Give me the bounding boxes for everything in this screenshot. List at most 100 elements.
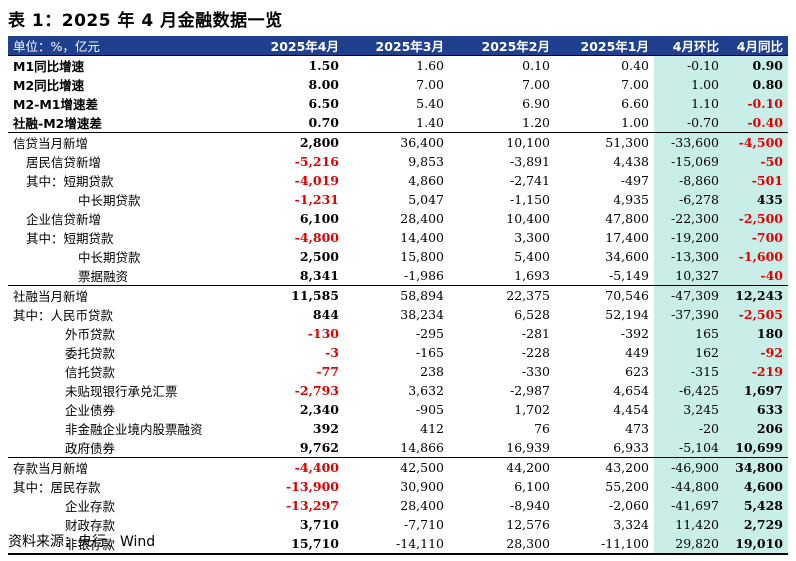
cell-col-5: -46,900 bbox=[654, 457, 724, 477]
cell-col-4: 47,800 bbox=[605, 211, 649, 226]
cell-col-6: 10,699 bbox=[724, 438, 788, 458]
cell-col-4: 34,600 bbox=[605, 249, 649, 264]
table-row: 票据融资 8,341 -1,986 1,693 -5,149 10,327 -40 bbox=[8, 266, 788, 286]
cell-col-2: 9,853 bbox=[408, 154, 444, 169]
row-label: M2-M1增速差 bbox=[13, 97, 98, 112]
cell-col-5: -0.70 bbox=[654, 113, 724, 133]
cell-col-5: 3,245 bbox=[654, 400, 724, 419]
table-row: 中长期贷款 -1,231 5,047 -1,150 4,935 -6,278 435 bbox=[8, 190, 788, 209]
cell-col-3: 6,528 bbox=[514, 307, 550, 322]
cell-col-1: 6.50 bbox=[308, 96, 339, 111]
cell-col-1: 8.00 bbox=[308, 77, 339, 92]
cell-col-6: 34,800 bbox=[724, 457, 788, 477]
cell-col-5: 1.10 bbox=[654, 94, 724, 113]
cell-col-6: -40 bbox=[724, 266, 788, 286]
cell-col-1: 1.50 bbox=[249, 55, 344, 75]
cell-col-6: 4,600 bbox=[724, 477, 788, 496]
cell-col-3: -1,150 bbox=[509, 192, 550, 207]
cell-col-5: -47,309 bbox=[654, 285, 724, 305]
cell-col-1: 844 bbox=[312, 307, 339, 322]
table-row: 其中：短期贷款 -4,800 14,400 3,300 17,400 -19,200 -70… bbox=[8, 228, 788, 247]
cell-col-6: 12,243 bbox=[724, 285, 788, 305]
cell-col-2: 28,400 bbox=[400, 498, 444, 513]
cell-col-3: 76 bbox=[534, 421, 550, 436]
row-label: 中长期贷款 bbox=[78, 193, 141, 208]
cell-col-4: 449 bbox=[625, 345, 649, 360]
cell-col-5: 10,327 bbox=[654, 266, 724, 286]
col-header-feb: 2025年2月 bbox=[481, 39, 551, 54]
cell-col-6: -0.40 bbox=[724, 113, 788, 133]
cell-col-4: 4,935 bbox=[613, 192, 649, 207]
cell-col-5: -20 bbox=[654, 419, 724, 438]
cell-col-6: 19,010 bbox=[724, 534, 788, 555]
row-label: 财政存款 bbox=[65, 518, 116, 533]
row-label: 委托贷款 bbox=[65, 346, 116, 361]
cell-col-4: 55,200 bbox=[605, 479, 649, 494]
cell-col-5: -19,200 bbox=[654, 228, 724, 247]
data-table-frame: 单位：%，亿元 2025年4月 2025年3月 2025年2月 2025年1月 … bbox=[8, 36, 788, 555]
row-label: 非银存款 bbox=[8, 534, 249, 555]
row-label: 其中：短期贷款 bbox=[26, 231, 114, 246]
cell-col-3: 10,100 bbox=[449, 132, 555, 152]
cell-col-2: 42,500 bbox=[344, 457, 449, 477]
row-label: 外币贷款 bbox=[65, 327, 116, 342]
cell-col-5: -5,104 bbox=[654, 438, 724, 458]
table-row: 企业债券 2,340 -905 1,702 4,454 3,245 633 bbox=[8, 400, 788, 419]
cell-col-1: 2,500 bbox=[299, 249, 339, 264]
cell-col-6: 633 bbox=[724, 400, 788, 419]
cell-col-1: 392 bbox=[312, 421, 339, 436]
cell-col-1: -4,400 bbox=[249, 457, 344, 477]
cell-col-4: 473 bbox=[625, 421, 649, 436]
cell-col-4: -497 bbox=[620, 173, 649, 188]
cell-col-6: -0.10 bbox=[724, 94, 788, 113]
cell-col-5: -315 bbox=[654, 362, 724, 381]
cell-col-5: -8,860 bbox=[654, 171, 724, 190]
cell-col-1: 2,800 bbox=[249, 132, 344, 152]
cell-col-2: 1.40 bbox=[416, 115, 444, 130]
table-title: 表 1：2025 年 4 月金融数据一览 bbox=[8, 11, 283, 31]
cell-col-3: 28,300 bbox=[449, 534, 555, 555]
cell-col-5: -33,600 bbox=[654, 132, 724, 152]
cell-col-5: -41,697 bbox=[654, 496, 724, 515]
cell-col-3: -228 bbox=[521, 345, 550, 360]
cell-col-5: -13,300 bbox=[654, 247, 724, 266]
cell-col-6: -219 bbox=[724, 362, 788, 381]
table-row: 中长期贷款 2,500 15,800 5,400 34,600 -13,300 -1,600 bbox=[8, 247, 788, 266]
cell-col-3: 16,939 bbox=[506, 440, 550, 455]
cell-col-3: -281 bbox=[521, 326, 550, 341]
table-row: 其中：居民存款 -13,900 30,900 6,100 55,200 -44,800 4,… bbox=[8, 477, 788, 496]
cell-col-2: 38,234 bbox=[400, 307, 444, 322]
table-row: 企业信贷新增 6,100 28,400 10,400 47,800 -22,300 -2,5… bbox=[8, 209, 788, 228]
cell-col-1: 8,341 bbox=[299, 268, 339, 283]
unit-label: 单位：%，亿元 bbox=[13, 39, 100, 54]
cell-col-4: 17,400 bbox=[605, 230, 649, 245]
cell-col-2: 5.40 bbox=[416, 96, 444, 111]
cell-col-1: 15,710 bbox=[249, 534, 344, 555]
cell-col-2: 1.60 bbox=[344, 55, 449, 75]
cell-col-3: 6,100 bbox=[514, 479, 550, 494]
cell-col-3: 7.00 bbox=[522, 77, 550, 92]
cell-col-2: 36,400 bbox=[344, 132, 449, 152]
cell-col-4: 3,324 bbox=[613, 517, 649, 532]
cell-col-4: 623 bbox=[625, 364, 649, 379]
cell-col-3: -2,987 bbox=[509, 383, 550, 398]
row-label: 其中：短期贷款 bbox=[26, 174, 114, 189]
row-label: 其中：人民币贷款 bbox=[13, 308, 114, 323]
cell-col-4: -2,060 bbox=[608, 498, 649, 513]
cell-col-4: -392 bbox=[620, 326, 649, 341]
row-label: 政府债券 bbox=[65, 441, 116, 456]
cell-col-6: 0.80 bbox=[724, 75, 788, 94]
cell-col-2: 14,400 bbox=[400, 230, 444, 245]
cell-col-6: -2,500 bbox=[724, 209, 788, 228]
table-row: 社融当月新增 11,585 58,894 22,375 70,546 -47,309 12,… bbox=[8, 285, 788, 305]
row-label: 居民信贷新增 bbox=[26, 155, 102, 170]
cell-col-1: -3 bbox=[325, 345, 339, 360]
cell-col-2: 5,047 bbox=[408, 192, 444, 207]
table-row: 信托贷款 -77 238 -330 623 -315 -219 bbox=[8, 362, 788, 381]
cell-col-4: 4,454 bbox=[613, 402, 649, 417]
cell-col-1: -4,019 bbox=[294, 173, 339, 188]
cell-col-2: -295 bbox=[415, 326, 444, 341]
row-label: 信贷当月新增 bbox=[8, 132, 249, 152]
cell-col-3: 1.20 bbox=[522, 115, 550, 130]
cell-col-4: 1.00 bbox=[621, 115, 649, 130]
